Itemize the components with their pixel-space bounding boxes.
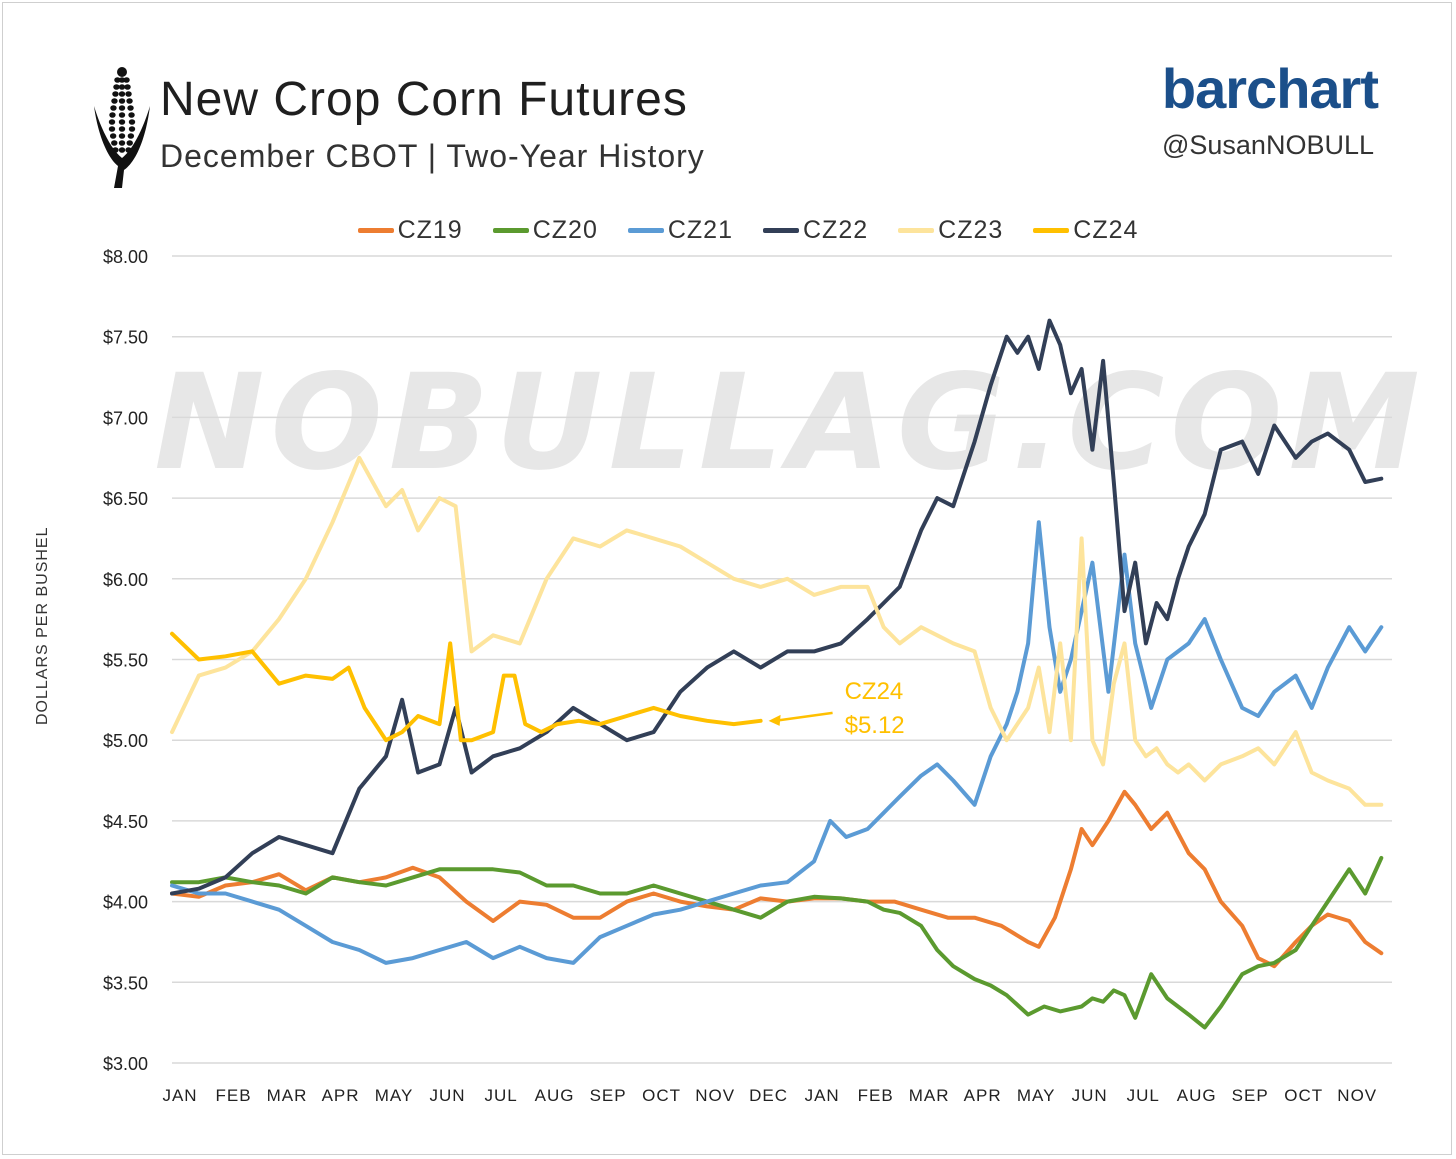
x-tick-label: JUL [484, 1086, 517, 1105]
annotation-arrowhead [768, 714, 781, 726]
legend-label: CZ23 [938, 216, 1004, 244]
y-tick-label: $3.50 [103, 973, 148, 993]
y-tick-label: $4.00 [103, 893, 148, 913]
x-tick-label: MAR [267, 1086, 308, 1105]
x-tick-label: APR [964, 1086, 1002, 1105]
x-tick-label: OCT [1284, 1086, 1323, 1105]
author-handle: @SusanNOBULL [1161, 130, 1374, 160]
legend-item-cz20: CZ20 [492, 216, 598, 245]
y-tick-label: $5.00 [103, 731, 148, 751]
corn-icon [94, 67, 150, 188]
legend-swatch [357, 228, 394, 233]
series-line-cz19 [170, 789, 1384, 969]
x-tick-label: OCT [642, 1086, 681, 1105]
y-tick-label: $3.00 [103, 1054, 148, 1074]
legend-swatch [763, 228, 799, 233]
y-tick-label: $6.00 [103, 570, 148, 590]
x-tick-label: JUL [1127, 1086, 1160, 1105]
series-line-cz21 [170, 520, 1384, 965]
x-tick-label: SEP [1232, 1086, 1269, 1105]
y-tick-label: $4.50 [103, 812, 148, 832]
watermark: NOBULLAG.COM [154, 346, 1426, 500]
series-line-cz20 [170, 856, 1384, 1030]
x-tick-label: JAN [805, 1086, 840, 1105]
x-tick-label: JUN [430, 1086, 466, 1105]
x-tick-label: JAN [162, 1086, 197, 1105]
legend-item-cz21: CZ21 [627, 216, 733, 245]
x-tick-label: MAR [909, 1086, 950, 1105]
chart-legend: CZ19 CZ20 CZ21 CZ22 CZ23 CZ24 [0, 216, 1456, 245]
x-tick-label: JUN [1072, 1086, 1108, 1105]
chart-subtitle: December CBOT | Two-Year History [160, 138, 705, 174]
y-tick-label: $7.50 [103, 328, 148, 348]
legend-item-cz19: CZ19 [357, 216, 463, 245]
annotation-arrow [774, 711, 833, 723]
y-tick-label: $8.00 [103, 247, 148, 267]
x-tick-label: DEC [749, 1086, 788, 1105]
chart-title: New Crop Corn Futures [160, 73, 688, 126]
y-tick-label: $5.50 [103, 651, 148, 671]
x-tick-label: AUG [535, 1086, 575, 1105]
annotation-value: $5.12 [845, 712, 905, 739]
x-tick-label: MAY [375, 1086, 414, 1105]
x-tick-label: MAY [1017, 1086, 1056, 1105]
legend-label: CZ19 [397, 216, 463, 244]
legend-item-cz22: CZ22 [763, 216, 868, 245]
x-tick-label: FEB [216, 1086, 252, 1105]
legend-item-cz24: CZ24 [1033, 216, 1138, 245]
x-tick-label: FEB [858, 1086, 894, 1105]
x-tick-label: APR [322, 1086, 360, 1105]
annotation-label: CZ24 [845, 678, 904, 705]
legend-swatch [492, 228, 529, 233]
y-tick-label: $6.50 [103, 489, 148, 509]
x-tick-label: NOV [1337, 1086, 1377, 1105]
series-line-cz24 [170, 631, 763, 743]
legend-swatch [1033, 228, 1070, 233]
series-line-cz22 [170, 318, 1384, 896]
legend-swatch [627, 228, 664, 233]
series-line-cz23 [170, 455, 1384, 807]
legend-label: CZ24 [1073, 216, 1139, 244]
legend-swatch [898, 228, 935, 233]
y-tick-label: $7.00 [103, 408, 148, 428]
legend-label: CZ20 [532, 216, 598, 244]
legend-label: CZ22 [803, 216, 869, 244]
legend-label: CZ21 [667, 216, 733, 244]
legend-item-cz23: CZ23 [898, 216, 1003, 245]
x-tick-label: AUG [1177, 1086, 1217, 1105]
brand-logo: barchart [1161, 57, 1379, 120]
x-tick-label: NOV [695, 1086, 735, 1105]
x-tick-label: SEP [590, 1086, 627, 1105]
